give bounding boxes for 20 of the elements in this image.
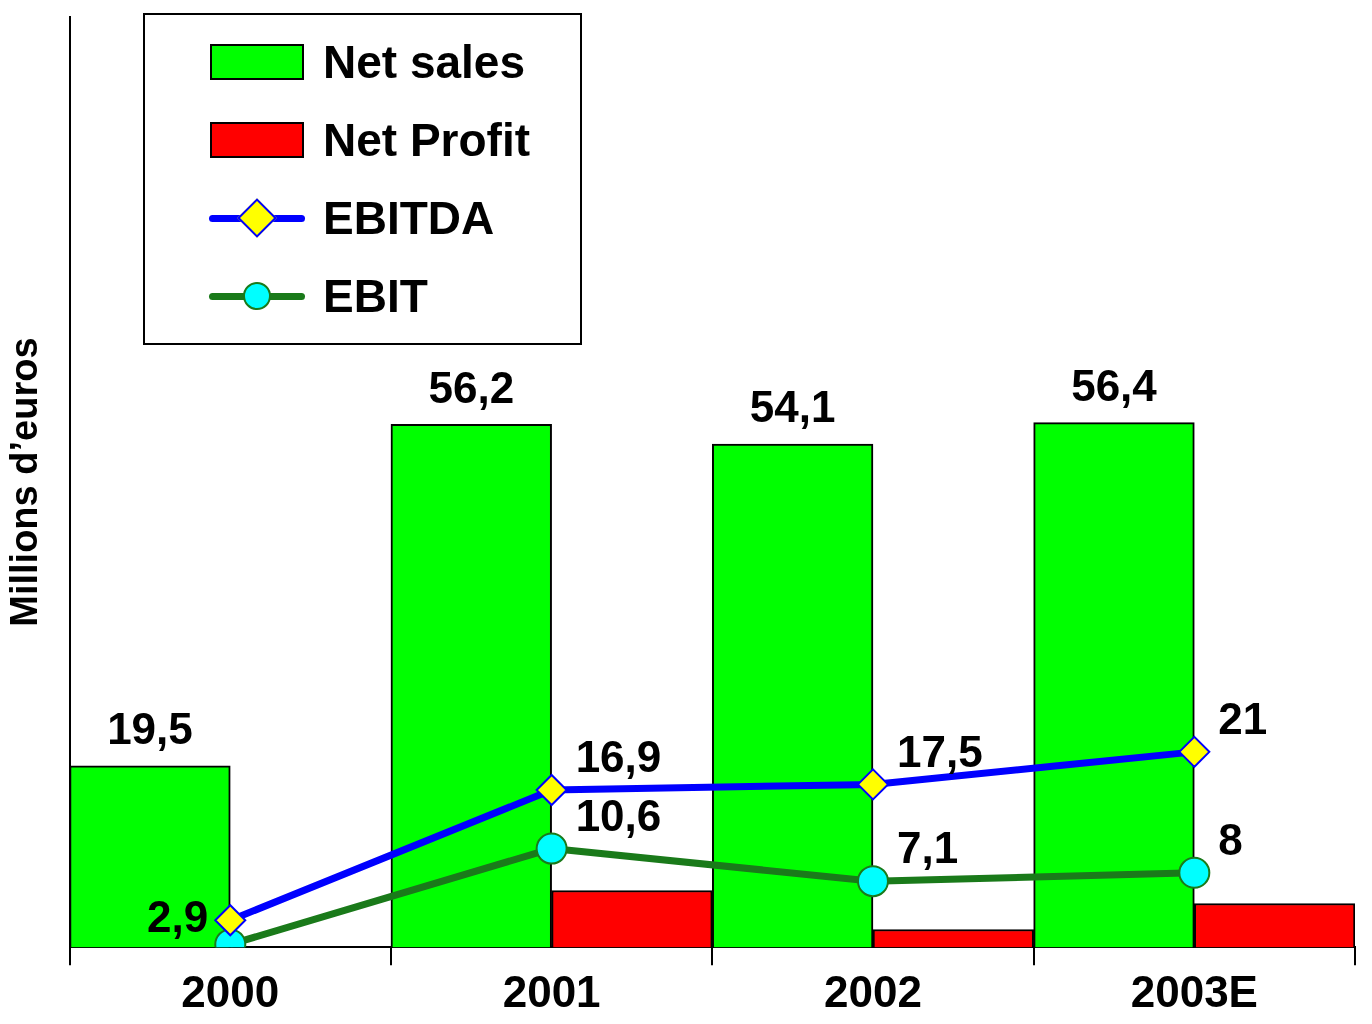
data-label: 2,9: [147, 892, 209, 942]
y-axis-title: Millions d’euros: [3, 337, 46, 627]
legend-label: Net sales: [323, 35, 526, 89]
legend-label: EBITDA: [323, 191, 495, 245]
x-tick-label: 2001: [502, 966, 601, 1016]
data-label: 54,1: [749, 382, 836, 432]
data-label: 8: [1218, 814, 1243, 864]
x-tick-label: 2002: [824, 966, 922, 1016]
data-label: 21: [1218, 694, 1268, 743]
data-label: 16,9: [575, 732, 662, 782]
data-label: 56,4: [1071, 360, 1158, 410]
data-label: 17,5: [896, 726, 983, 776]
legend-label: EBIT: [323, 269, 428, 323]
x-tick-label: 2000: [181, 966, 280, 1016]
x-tick-label: 2003E: [1130, 966, 1258, 1016]
data-label: 10,6: [575, 790, 662, 840]
data-label: 7,1: [896, 823, 959, 873]
data-label: 56,2: [428, 362, 515, 412]
data-label: 19,5: [107, 703, 193, 753]
legend-label: Net Profit: [323, 113, 530, 167]
